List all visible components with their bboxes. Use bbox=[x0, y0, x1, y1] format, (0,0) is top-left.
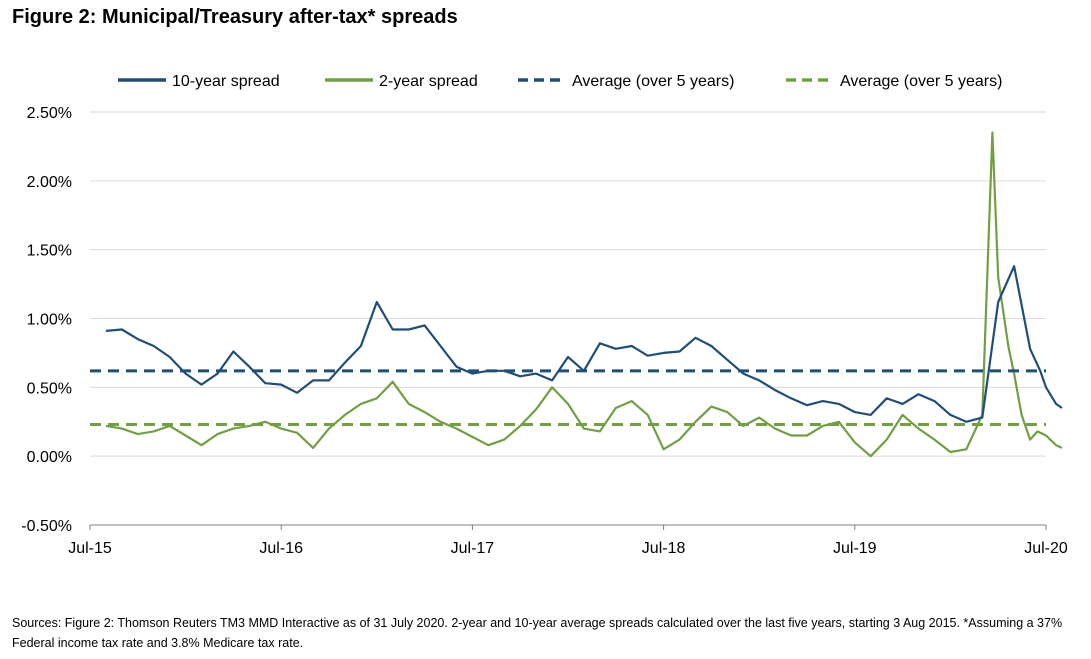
x-tick-label: Jul-19 bbox=[833, 540, 877, 557]
y-tick-label: 2.00% bbox=[27, 174, 72, 191]
y-tick-label: 1.50% bbox=[27, 243, 72, 260]
x-tick-label: Jul-18 bbox=[642, 540, 686, 557]
ten-year-spread-line bbox=[105, 265, 1063, 423]
two-year-spread-line bbox=[105, 131, 1063, 458]
legend-ten-year-spread-label: 10-year spread bbox=[172, 73, 280, 90]
x-tick-label: Jul-16 bbox=[259, 540, 303, 557]
x-tick-label: Jul-15 bbox=[68, 540, 112, 557]
chart-area: 2.50% 2.00% 1.50% 1.00% 0.50% 0.00% -0.50% Jul-… bbox=[21, 73, 1068, 557]
legend-two-year-average-label: Average (over 5 years) bbox=[840, 73, 1002, 90]
legend-ten-year-average-label: Average (over 5 years) bbox=[572, 73, 734, 90]
y-tick-label: 2.50% bbox=[27, 105, 72, 122]
y-tick-label: 0.50% bbox=[27, 380, 72, 397]
source-note: Sources: Figure 2: Thomson Reuters TM3 M… bbox=[12, 616, 1063, 650]
x-tick-label: Jul-17 bbox=[451, 540, 495, 557]
y-tick-label: 0.00% bbox=[27, 449, 72, 466]
y-tick-label: 1.00% bbox=[27, 312, 72, 329]
legend-two-year-spread-label: 2-year spread bbox=[379, 73, 478, 90]
x-tick-label: Jul-20 bbox=[1024, 540, 1068, 557]
y-tick-label: -0.50% bbox=[21, 518, 72, 535]
chart-title: Figure 2: Municipal/Treasury after-tax* … bbox=[12, 6, 458, 28]
